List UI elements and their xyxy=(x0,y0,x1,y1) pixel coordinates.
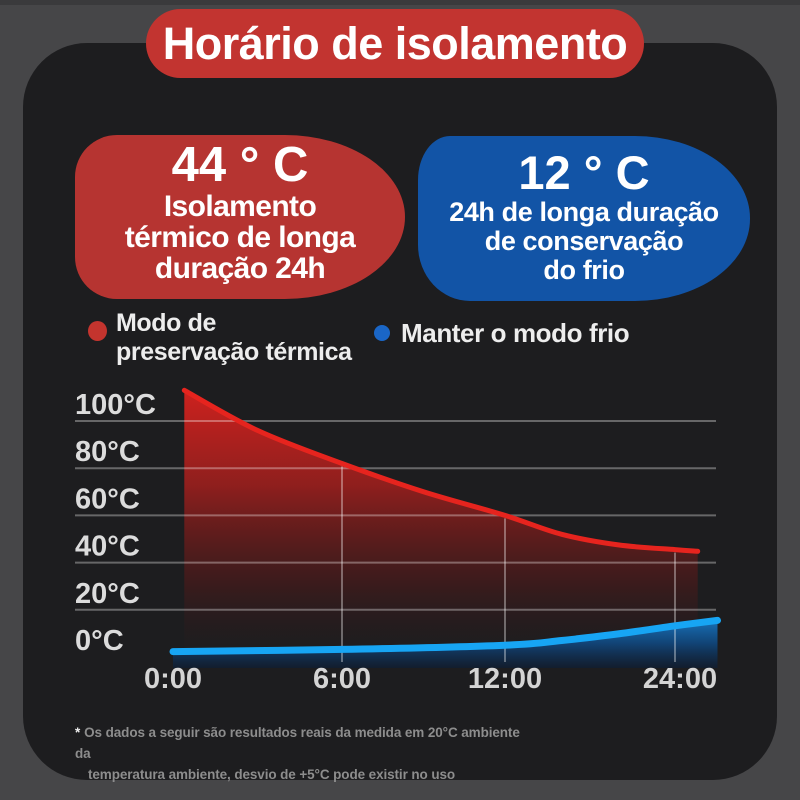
footnote: * Os dados a seguir são resultados reais … xyxy=(75,722,535,785)
hot-area-fill xyxy=(184,390,698,664)
x-axis-labels: 0:00 6:00 12:00 24:00 xyxy=(144,663,717,695)
x-tick-label: 6:00 xyxy=(313,663,371,695)
x-tick-label: 24:00 xyxy=(643,663,717,695)
title-banner: Horário de isolamento xyxy=(146,9,644,78)
cold-legend-label: Manter o modo frio xyxy=(401,318,630,348)
legend-cold-mode: Manter o modo frio xyxy=(374,318,630,348)
hot-badge-text-line: duração 24h xyxy=(154,252,326,285)
temperature-chart: 100°C 80°C 60°C 40°C 20°C 0°C 0:00 6:00 12:00 24… xyxy=(75,387,721,695)
y-tick-label: 20°C xyxy=(75,578,140,610)
cold-badge-text-line: do frio xyxy=(543,255,625,285)
hot-badge-text-line: Isolamento xyxy=(163,190,317,223)
cold-temperature-value: 12 ° C xyxy=(518,146,650,199)
x-tick-label: 0:00 xyxy=(144,663,202,695)
cold-legend-dot-icon xyxy=(374,325,390,341)
hot-legend-dot-icon xyxy=(88,321,107,341)
page-title: Horário de isolamento xyxy=(162,17,628,69)
footnote-line2: temperatura ambiente, desvio de +5°C pod… xyxy=(88,767,456,782)
legend-hot-mode: Modo de preservação térmica xyxy=(88,309,352,367)
y-axis-labels: 100°C 80°C 60°C 40°C 20°C 0°C xyxy=(75,389,156,657)
horizontal-gridlines xyxy=(75,420,716,611)
cold-curve xyxy=(169,616,721,656)
y-tick-label: 80°C xyxy=(75,436,140,468)
hot-mode-badge: 44 ° C Isolamento térmico de longa duraç… xyxy=(75,135,405,299)
footnote-line1: * Os dados a seguir são resultados reais … xyxy=(75,722,535,764)
footnote-asterisk: * xyxy=(75,725,81,740)
hot-curve xyxy=(181,387,701,554)
x-tick-label: 12:00 xyxy=(468,663,542,695)
hot-legend-label: Modo de preservação térmica xyxy=(116,309,352,367)
y-tick-label: 0°C xyxy=(75,625,124,657)
footnote-text1: Os dados a seguir são resultados reais d… xyxy=(75,725,520,761)
cold-mode-badge: 12 ° C 24h de longa duração de conservaç… xyxy=(418,136,750,301)
hot-temperature-value: 44 ° C xyxy=(171,138,309,192)
hot-legend-label-line2: preservação térmica xyxy=(116,338,352,366)
y-tick-label: 60°C xyxy=(75,483,140,515)
y-tick-label: 40°C xyxy=(75,531,140,563)
cold-badge-text-line: de conservação xyxy=(484,226,684,256)
hot-badge-text-line: térmico de longa xyxy=(124,221,356,254)
cold-area-fill xyxy=(173,620,718,668)
cold-badge-text-line: 24h de longa duração xyxy=(449,197,719,227)
y-tick-label: 100°C xyxy=(75,389,156,421)
hot-legend-label-line1: Modo de xyxy=(116,309,216,337)
background-top-strip xyxy=(0,0,800,5)
vertical-gridlines xyxy=(341,466,676,662)
